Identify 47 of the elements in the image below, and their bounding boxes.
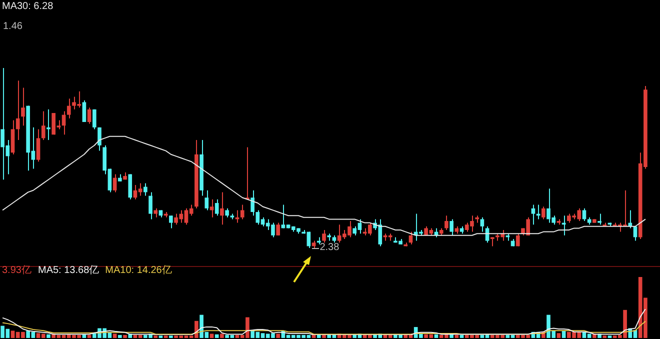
bar [46, 334, 50, 338]
bar [220, 334, 224, 338]
candlestick [250, 190, 254, 216]
candlestick [214, 198, 219, 216]
candlestick [16, 80, 20, 140]
bar [454, 334, 459, 338]
bar [123, 334, 127, 338]
candlestick [276, 222, 280, 236]
candlestick [112, 174, 117, 193]
candlestick [66, 98, 71, 119]
candlestick [41, 110, 46, 140]
candlestick [128, 174, 132, 200]
text: 1.46 [3, 21, 22, 32]
bar [316, 334, 321, 338]
bar [210, 334, 214, 338]
candlestick [240, 204, 244, 220]
candlestick [220, 192, 224, 226]
candlestick [36, 128, 40, 162]
text: MA5: 13.68亿 [38, 264, 100, 277]
candlestick [87, 107, 92, 124]
candlestick [516, 233, 520, 247]
text: 3.93亿 [2, 264, 32, 277]
candlestick [204, 190, 209, 211]
text: MA30: 6.28 [2, 1, 54, 12]
candlestick [10, 120, 15, 155]
candlestick [598, 213, 602, 226]
text: MA10: 14.26亿 [105, 264, 172, 277]
candlestick [144, 182, 148, 196]
candlestick [169, 215, 173, 229]
candlestick [98, 126, 102, 152]
candlestick [582, 208, 586, 222]
candlestick [444, 215, 448, 230]
candlestick [480, 216, 484, 232]
bar [556, 333, 561, 338]
candlestick [148, 192, 152, 220]
candlestick [82, 100, 86, 122]
candlestick [21, 87, 25, 126]
candlestick [450, 218, 454, 236]
bar [118, 334, 122, 338]
candlestick [322, 230, 326, 244]
annotation: 2.38 [320, 242, 340, 253]
candlestick [92, 108, 96, 130]
candlestick [541, 206, 546, 220]
bar [112, 334, 117, 338]
bar [276, 334, 280, 338]
bar [214, 334, 219, 338]
candlestick [531, 204, 536, 226]
